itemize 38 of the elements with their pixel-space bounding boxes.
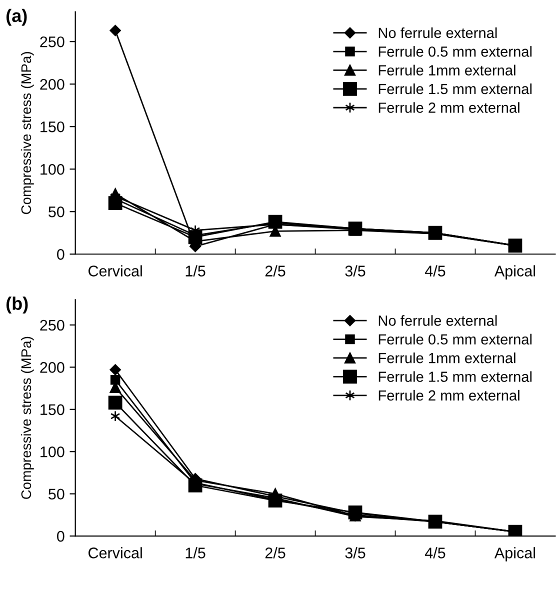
y-tick-label: 250 xyxy=(40,36,64,48)
y-tick-label: 50 xyxy=(48,206,64,218)
legend-label: Ferrule 1mm external xyxy=(378,352,516,364)
y-tick-label: 200 xyxy=(40,78,64,90)
y-tick-label: 250 xyxy=(40,320,64,331)
x-tick-label: 3/5 xyxy=(345,547,366,558)
legend-label: Ferrule 1mm external xyxy=(378,64,516,76)
y-tick-label: 0 xyxy=(57,530,64,542)
legend-label: No ferrule external xyxy=(378,315,497,326)
x-tick-label: Cervical xyxy=(88,547,142,558)
x-tick-label: Apical xyxy=(494,547,536,562)
legend-label: Ferrule 1.5 mm external xyxy=(378,83,532,94)
y-tick-label: 50 xyxy=(48,488,64,500)
x-tick-label: 3/5 xyxy=(345,265,366,276)
y-tick-label: 150 xyxy=(40,121,64,132)
x-tick-label: 4/5 xyxy=(424,265,446,276)
x-tick-label: Cervical xyxy=(88,265,142,276)
x-tick-label: 1/5 xyxy=(186,265,206,276)
chart-title: (a) xyxy=(6,8,27,26)
y-tick-label: 0 xyxy=(57,249,64,260)
legend-label: Ferrule 0.5 mm external xyxy=(378,46,532,57)
x-tick-label: 1/5 xyxy=(186,547,206,558)
legend-label: Ferrule 1.5 mm external xyxy=(378,371,532,382)
x-tick-label: 4/5 xyxy=(424,547,446,558)
x-tick-label: 2/5 xyxy=(265,547,286,558)
y-axis-title: Compressive stress (MPa) xyxy=(20,336,34,499)
y-tick-label: 100 xyxy=(40,164,64,175)
y-tick-label: 100 xyxy=(40,446,64,458)
legend-label: Ferrule 2 mm external xyxy=(378,102,520,113)
x-tick-label: 2/5 xyxy=(265,265,286,276)
y-tick-label: 150 xyxy=(40,404,64,416)
y-axis-title: Compressive stress (MPa) xyxy=(20,52,34,214)
x-tick-label: Apical xyxy=(494,265,536,280)
y-tick-label: 200 xyxy=(40,362,64,373)
legend-label: No ferrule external xyxy=(378,27,497,38)
legend-label: Ferrule 2 mm external xyxy=(378,390,520,401)
legend-label: Ferrule 0.5 mm external xyxy=(378,334,532,345)
chart-title: (b) xyxy=(6,296,28,314)
